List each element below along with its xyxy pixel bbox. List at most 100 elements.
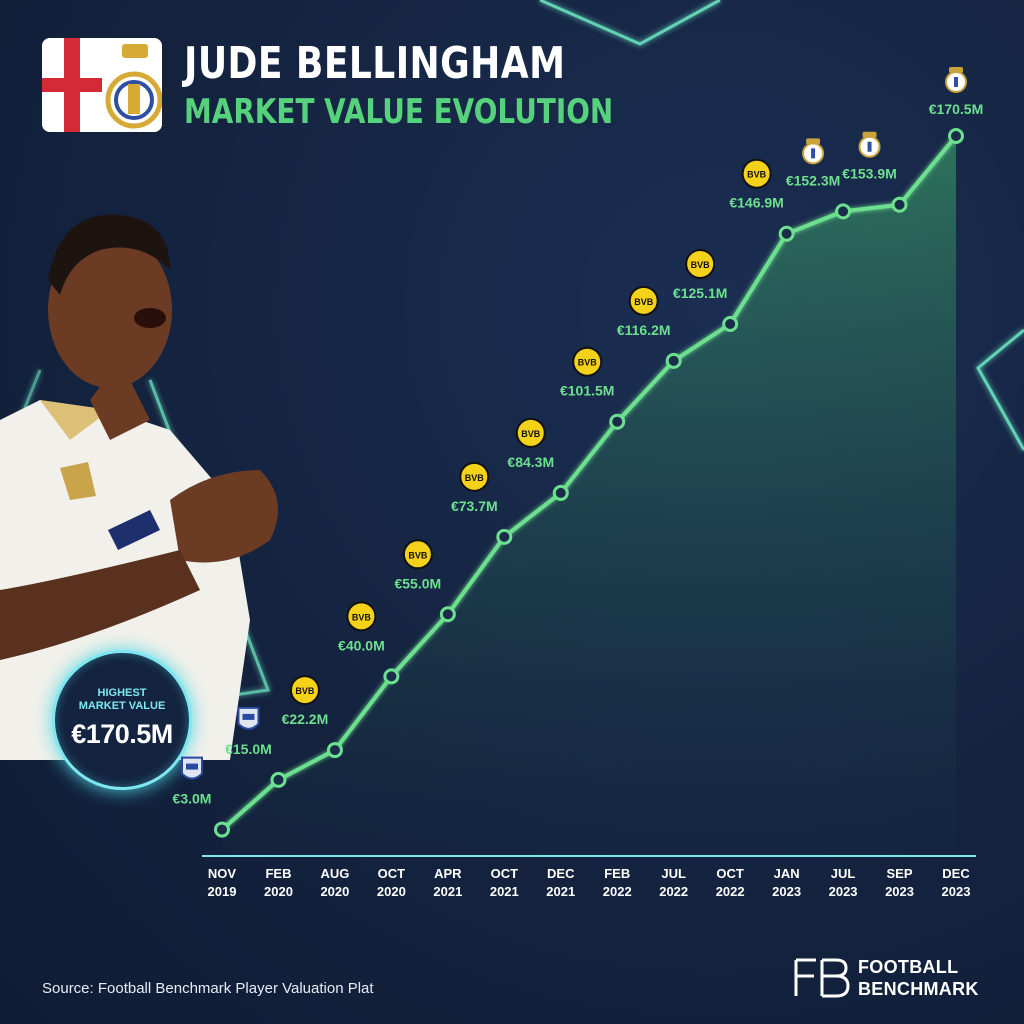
bvb-crest-text: BVB (408, 550, 428, 560)
x-tick-year: 2021 (546, 884, 575, 899)
x-tick-month: JUL (831, 866, 856, 881)
x-tick-year: 2023 (885, 884, 914, 899)
data-label: €125.1M (673, 285, 727, 301)
england-flag-icon (42, 38, 102, 132)
data-label: €73.7M (451, 498, 498, 514)
data-label: €15.0M (225, 741, 272, 757)
data-point (214, 821, 230, 838)
dortmund-crest-icon: BVB (346, 601, 377, 632)
data-point (326, 742, 343, 759)
bvb-crest-text: BVB (691, 260, 711, 270)
data-label: €40.0M (338, 637, 385, 653)
series-line (220, 134, 958, 832)
x-tick-year: 2022 (603, 884, 632, 899)
badge-label: HIGHEST MARKET VALUE (55, 687, 189, 713)
badge-value: €170.5M (71, 719, 173, 749)
data-point (722, 315, 739, 332)
x-tick-year: 2021 (490, 884, 519, 899)
x-tick-month: JAN (774, 866, 800, 881)
x-tick-labels: NOV 2019 FEB 2020 AUG 2020 OCT 2020 APR 2021 OCT 20… (208, 866, 971, 899)
dortmund-crest-icon: BVB (459, 461, 490, 492)
bvb-crest-text: BVB (465, 473, 485, 483)
x-tick-year: 2023 (829, 884, 858, 899)
real-madrid-crest-icon (945, 67, 967, 93)
data-point (552, 484, 569, 501)
dortmund-crest-icon: BVB (685, 248, 716, 279)
bvb-crest-text: BVB (578, 358, 598, 368)
data-label: €101.5M (560, 383, 614, 399)
logo-line2: BENCHMARK (858, 979, 979, 999)
data-labels: €3.0M €15.0M €22.2M €40.0M €55.0M €73.7M €84.3… (173, 101, 984, 807)
x-tick-year: 2021 (433, 884, 462, 899)
birmingham-crest-icon (181, 756, 203, 780)
data-point (270, 771, 287, 788)
logo-text: FOOTBALL BENCHMARK (858, 956, 979, 1000)
data-point (665, 352, 682, 369)
badge-label-line2: MARKET VALUE (78, 700, 166, 712)
page-title: JUDE BELLINGHAM (184, 38, 566, 89)
data-label: €153.9M (842, 166, 896, 182)
bvb-crest-text: BVB (634, 297, 654, 307)
logo-line1: FOOTBALL (858, 957, 959, 977)
x-tick-year: 2022 (716, 884, 745, 899)
club-icons: BVB BVB BVB BVB BVB BVB BVB BVB BVB (181, 67, 967, 780)
x-tick-month: SEP (887, 866, 913, 881)
x-tick-month: FEB (265, 866, 291, 881)
source-note: Source: Football Benchmark Player Valuat… (42, 980, 374, 997)
x-tick-month: OCT (716, 866, 744, 881)
x-tick-year: 2020 (377, 884, 406, 899)
player-photo (0, 214, 278, 760)
data-points (214, 128, 964, 838)
data-label: €116.2M (617, 322, 671, 338)
x-tick-month: JUL (661, 866, 686, 881)
value-area (222, 136, 956, 856)
x-tick-month: APR (434, 866, 462, 881)
data-label: €146.9M (729, 195, 783, 211)
fb-logo-icon (794, 958, 850, 998)
x-tick-month: DEC (942, 866, 970, 881)
highest-value-badge: HIGHEST MARKET VALUE €170.5M (52, 650, 192, 790)
real-madrid-crest-icon (802, 138, 825, 165)
data-point (778, 225, 795, 242)
x-tick-month: OCT (378, 866, 406, 881)
data-point (835, 203, 852, 220)
flags-badge (42, 38, 162, 132)
data-point (439, 606, 456, 623)
dortmund-crest-icon: BVB (628, 285, 659, 316)
data-label: €152.3M (786, 172, 840, 188)
data-point (609, 413, 626, 430)
football-benchmark-logo: FOOTBALL BENCHMARK (792, 956, 992, 1000)
data-label: €170.5M (929, 101, 983, 117)
dortmund-crest-icon: BVB (572, 346, 603, 377)
x-tick-month: NOV (208, 866, 237, 881)
x-tick-month: FEB (604, 866, 630, 881)
data-label: €3.0M (173, 791, 212, 807)
data-point (948, 128, 964, 144)
real-madrid-crest-icon (858, 131, 881, 158)
data-point (496, 528, 513, 545)
bvb-crest-text: BVB (352, 612, 372, 622)
x-tick-year: 2023 (772, 884, 801, 899)
value-line (220, 134, 958, 832)
area-fill (222, 136, 956, 856)
bvb-crest-text: BVB (521, 429, 541, 439)
x-tick-year: 2022 (659, 884, 688, 899)
x-tick-month: AUG (320, 866, 349, 881)
dortmund-crest-icon: BVB (741, 158, 772, 189)
data-label: €55.0M (394, 575, 441, 591)
data-label: €22.2M (282, 711, 329, 727)
page-subtitle: MARKET VALUE EVOLUTION (184, 92, 614, 132)
dortmund-crest-icon: BVB (515, 417, 546, 448)
x-tick-year: 2020 (264, 884, 293, 899)
x-tick-year: 2020 (320, 884, 349, 899)
real-madrid-crest-icon (102, 38, 162, 132)
birmingham-crest-icon (237, 706, 260, 730)
bvb-crest-text: BVB (295, 686, 315, 696)
x-tick-year: 2019 (208, 884, 237, 899)
dortmund-crest-icon: BVB (402, 539, 433, 570)
x-tick-month: OCT (491, 866, 519, 881)
badge-label-line1: HIGHEST (97, 687, 147, 699)
data-label: €84.3M (507, 454, 554, 470)
